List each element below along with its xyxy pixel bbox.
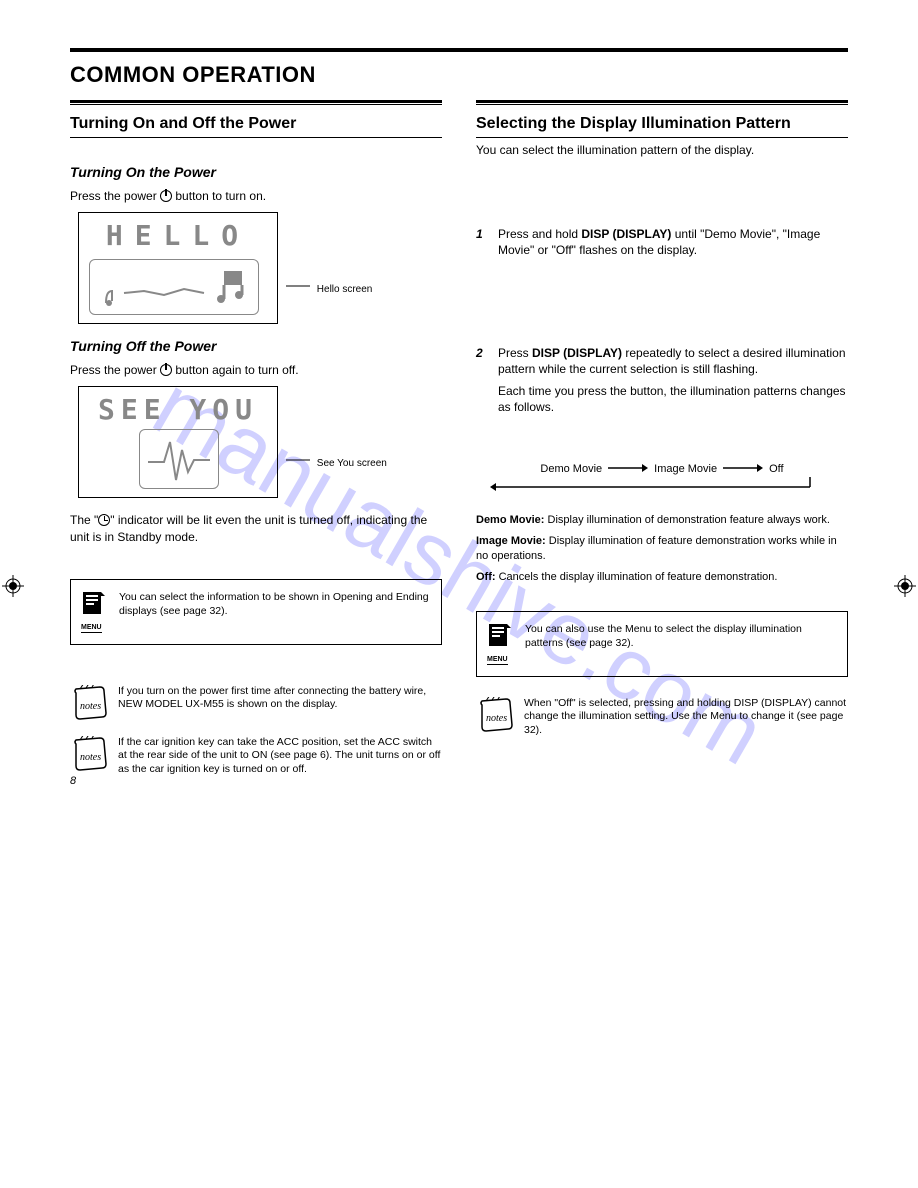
- notes-icon: notes: [70, 685, 110, 726]
- lcd-seeyou: SEE YOU: [78, 386, 278, 498]
- note-text-1: If you turn on the power first time afte…: [118, 685, 442, 712]
- right-heading: Selecting the Display Illumination Patte…: [476, 115, 848, 133]
- pulse-icon: [144, 432, 214, 486]
- music-wave-icon: [94, 263, 254, 311]
- lcd-hello-text: HELLO: [85, 219, 271, 252]
- turn-off-text: Press the power button again to turn off…: [70, 362, 442, 378]
- menu-icon: MENU: [487, 622, 515, 666]
- section-rule: [476, 100, 848, 105]
- standby-text: The "" indicator will be lit even the un…: [70, 512, 442, 544]
- notes-icon: notes: [70, 736, 110, 777]
- page-number: 8: [70, 775, 76, 787]
- top-rule: [70, 48, 848, 52]
- page-title: COMMON OPERATION: [70, 62, 848, 88]
- svg-text:notes: notes: [486, 713, 507, 724]
- step-2: 2 Press DISP (DISPLAY) repeatedly to sel…: [476, 345, 848, 416]
- sub-turn-off: Turning Off the Power: [70, 338, 442, 354]
- demo-desc: Demo Movie: Display illumination of demo…: [476, 513, 848, 528]
- note-block-right: notes When "Off" is selected, pressing a…: [476, 697, 848, 738]
- power-icon: [160, 364, 172, 376]
- flow-diagram: Demo Movie Image Movie Off: [476, 461, 848, 477]
- turn-on-text: Press the power button to turn on.: [70, 188, 442, 204]
- notes-icon: notes: [476, 697, 516, 738]
- flow-demo: Demo Movie: [540, 463, 602, 476]
- svg-text:notes: notes: [80, 752, 101, 763]
- left-heading: Turning On and Off the Power: [70, 115, 442, 133]
- left-column: Turning On and Off the Power Turning On …: [70, 100, 442, 787]
- section-rule: [70, 100, 442, 105]
- lcd-seeyou-label: See You screen: [317, 458, 387, 469]
- image-desc: Image Movie: Display illumination of fea…: [476, 534, 848, 564]
- note-text-2: If the car ignition key can take the ACC…: [118, 736, 442, 777]
- off-desc: Off: Cancels the display illumination of…: [476, 570, 848, 585]
- menu-callout-right: MENU You can also use the Menu to select…: [476, 611, 848, 677]
- menu-text-left: You can select the information to be sho…: [119, 590, 431, 618]
- arrow-right-icon: [608, 460, 648, 476]
- right-intro: You can select the illumination pattern …: [476, 142, 848, 158]
- return-arrow-icon: [490, 477, 830, 497]
- lcd-seeyou-text: SEE YOU: [85, 393, 271, 426]
- sub-turn-on: Turning On the Power: [70, 164, 442, 180]
- note-block-1: notes If you turn on the power first tim…: [70, 685, 442, 726]
- flow-image: Image Movie: [654, 463, 717, 476]
- menu-icon: MENU: [81, 590, 109, 634]
- menu-text-right: You can also use the Menu to select the …: [525, 622, 837, 650]
- arrow-right-icon: [723, 460, 763, 476]
- step-1: 1 Press and hold DISP (DISPLAY) until "D…: [476, 226, 848, 258]
- note-text-right: When "Off" is selected, pressing and hol…: [524, 697, 848, 738]
- lcd-hello: HELLO: [78, 212, 278, 324]
- lcd-hello-label: Hello screen: [317, 284, 373, 295]
- menu-callout-left: MENU You can select the information to b…: [70, 579, 442, 645]
- flow-off: Off: [769, 463, 783, 476]
- svg-text:notes: notes: [80, 701, 101, 712]
- note-block-2: notes If the car ignition key can take t…: [70, 736, 442, 777]
- clock-icon: [98, 514, 110, 526]
- right-column: Selecting the Display Illumination Patte…: [476, 100, 848, 787]
- power-icon: [160, 190, 172, 202]
